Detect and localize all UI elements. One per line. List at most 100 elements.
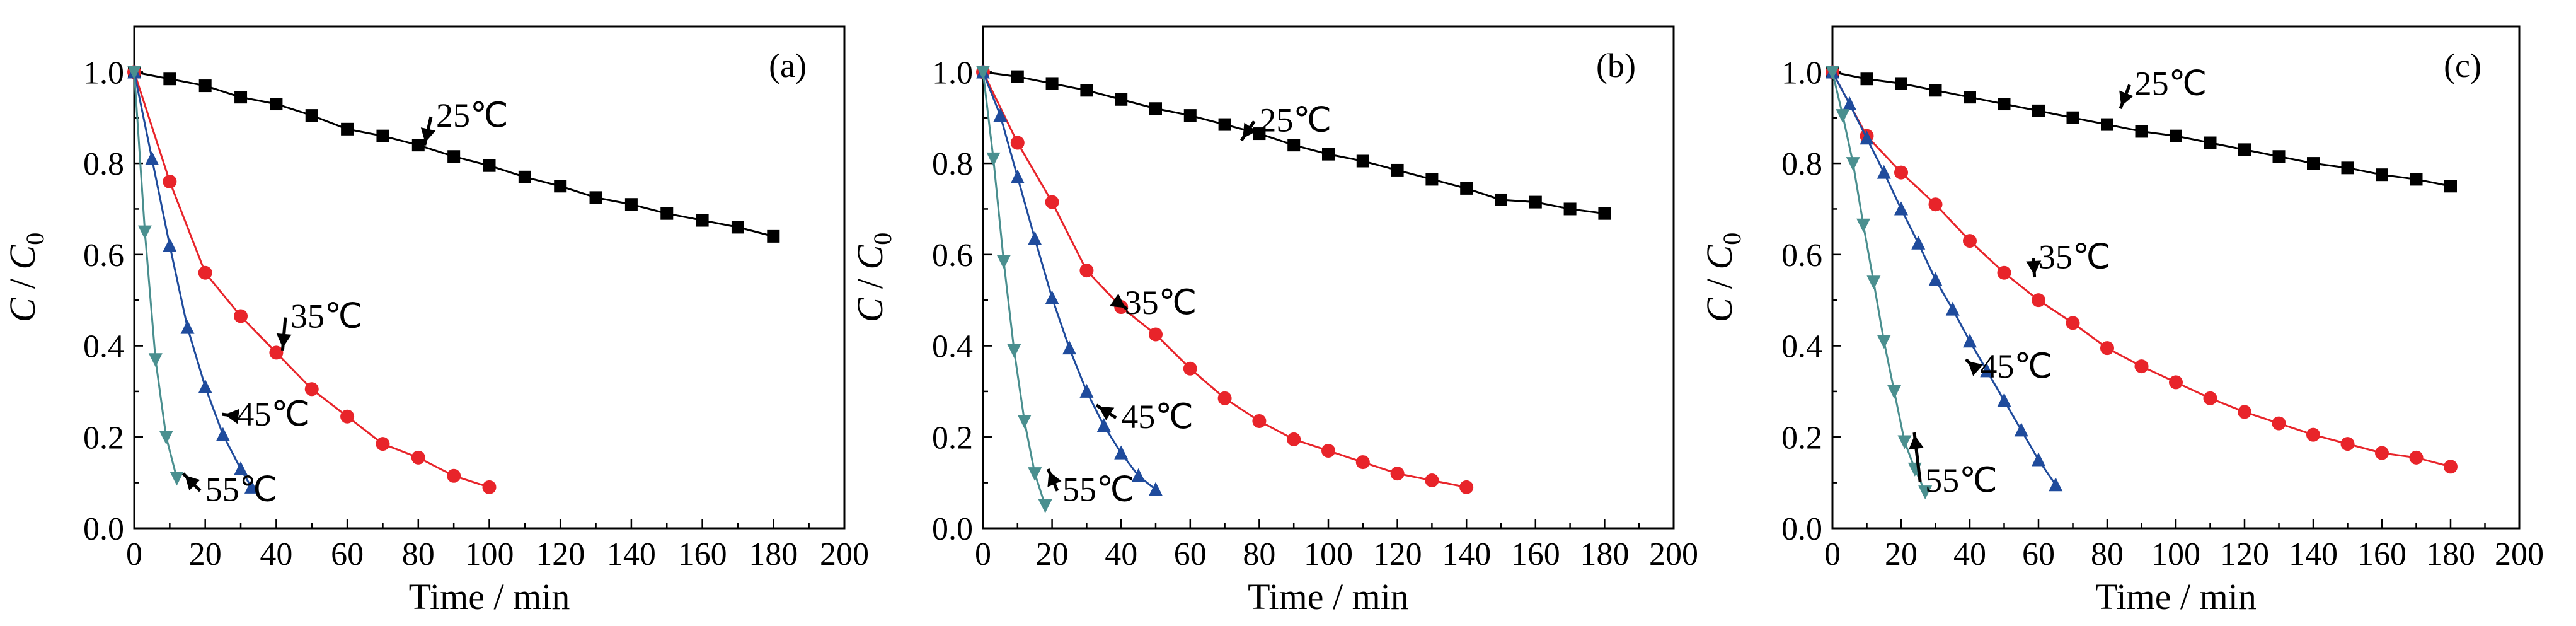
annotation-arrowhead: [224, 409, 239, 424]
y-axis-label: C / C0: [2, 233, 49, 323]
data-point: [1836, 109, 1850, 124]
x-tick-label: 160: [1511, 536, 1560, 572]
data-point: [767, 229, 780, 243]
x-tick-label: 60: [2022, 536, 2055, 572]
data-point: [198, 265, 212, 280]
data-point: [198, 379, 212, 393]
annotation-label: 55℃: [1925, 461, 1998, 499]
series-55℃: [1826, 66, 1933, 500]
data-point: [2238, 405, 2251, 419]
data-point: [2014, 422, 2028, 437]
data-point: [376, 129, 389, 142]
x-tick-label: 40: [1105, 536, 1137, 572]
data-point: [1495, 193, 1507, 206]
x-tick-label: 200: [1649, 536, 1698, 572]
data-point: [1866, 275, 1881, 290]
data-point: [1149, 102, 1162, 115]
data-point: [1856, 218, 1871, 233]
y-axis-label: C / C0: [1699, 233, 1746, 323]
data-point: [1253, 127, 1266, 141]
data-point: [1846, 157, 1860, 171]
annotation-label: 25℃: [436, 96, 509, 134]
x-tick-label: 40: [260, 536, 292, 572]
data-point: [993, 108, 1008, 122]
data-point: [2238, 143, 2251, 156]
data-point: [1911, 235, 1926, 250]
x-tick-label: 60: [1174, 536, 1207, 572]
data-point: [1010, 169, 1025, 183]
annotation-label: 35℃: [1125, 284, 1197, 322]
chart-panel-3: 0 20 40 60 80 100 120 140 160 180 200 0.0 0.2 0.4 0.6 0…: [1699, 25, 2544, 617]
series-line: [1831, 72, 1926, 492]
data-point: [1997, 265, 2011, 280]
data-point: [2375, 446, 2389, 460]
data-point: [2204, 136, 2217, 149]
y-tick-label: 0.8: [1781, 146, 1822, 182]
data-point: [1529, 195, 1542, 209]
y-tick-label: 0.8: [932, 146, 973, 182]
data-point: [2272, 150, 2286, 163]
chart-panel-1: 0 20 40 60 80 100 120 140 160 180 200 0.0 0.2 0.4 0.6 0…: [2, 25, 869, 617]
annotation-arrowhead: [1110, 293, 1125, 308]
data-point: [376, 437, 390, 451]
data-point: [589, 191, 602, 204]
data-point: [1887, 385, 1902, 399]
x-tick-label: 100: [465, 536, 514, 572]
data-point: [483, 159, 496, 172]
data-point: [2307, 157, 2320, 170]
data-point: [1918, 485, 1933, 500]
panel-label: (b): [1596, 47, 1636, 84]
y-tick-label: 0.4: [932, 329, 973, 365]
x-tick-label: 100: [1304, 536, 1353, 572]
data-point: [2410, 173, 2423, 186]
annotation-arrowhead: [1047, 471, 1062, 487]
data-point: [1252, 414, 1267, 428]
data-point: [2066, 316, 2080, 330]
data-point: [304, 382, 319, 397]
data-point: [1997, 393, 2011, 407]
data-point: [2169, 375, 2183, 390]
x-tick-label: 160: [678, 536, 727, 572]
data-point: [996, 255, 1011, 269]
y-tick-label: 0.8: [83, 146, 124, 182]
data-point: [447, 468, 461, 483]
annotation-label: 45℃: [1121, 398, 1193, 436]
x-tick-label: 20: [189, 536, 222, 572]
data-point: [731, 221, 744, 234]
data-point: [1980, 363, 1994, 378]
data-point: [1998, 98, 2011, 111]
data-point: [2032, 452, 2045, 467]
data-point: [341, 122, 354, 136]
data-point: [660, 207, 674, 220]
data-point: [1218, 118, 1231, 131]
x-tick-label: 140: [2289, 536, 2338, 572]
data-point: [1287, 139, 1301, 152]
data-point: [2066, 111, 2079, 124]
data-point: [1217, 391, 1232, 405]
annotation-label: 25℃: [1259, 101, 1331, 139]
data-point: [1963, 234, 1977, 248]
x-tick-label: 20: [1885, 536, 1918, 572]
data-point: [2272, 416, 2286, 431]
annotation-label: 55℃: [205, 471, 278, 509]
annotation-label: 35℃: [2038, 238, 2111, 276]
data-point: [234, 91, 248, 104]
panel-label: (c): [2444, 47, 2481, 84]
data-point: [1945, 301, 1960, 316]
data-point: [1355, 455, 1370, 470]
x-tick-label: 80: [1243, 536, 1275, 572]
data-point: [2444, 460, 2458, 474]
data-point: [1425, 173, 1439, 186]
data-point: [1894, 165, 1908, 180]
data-point: [163, 175, 177, 189]
data-point: [1598, 207, 1611, 220]
data-point: [198, 79, 212, 93]
x-tick-label: 80: [2091, 536, 2124, 572]
data-point: [270, 98, 283, 111]
annotation-label: 55℃: [1062, 471, 1135, 509]
x-tick-label: 0: [975, 536, 991, 572]
annotation-arrowhead: [1243, 122, 1257, 139]
y-tick-label: 1.0: [932, 55, 973, 91]
y-tick-label: 0.0: [1781, 511, 1822, 547]
